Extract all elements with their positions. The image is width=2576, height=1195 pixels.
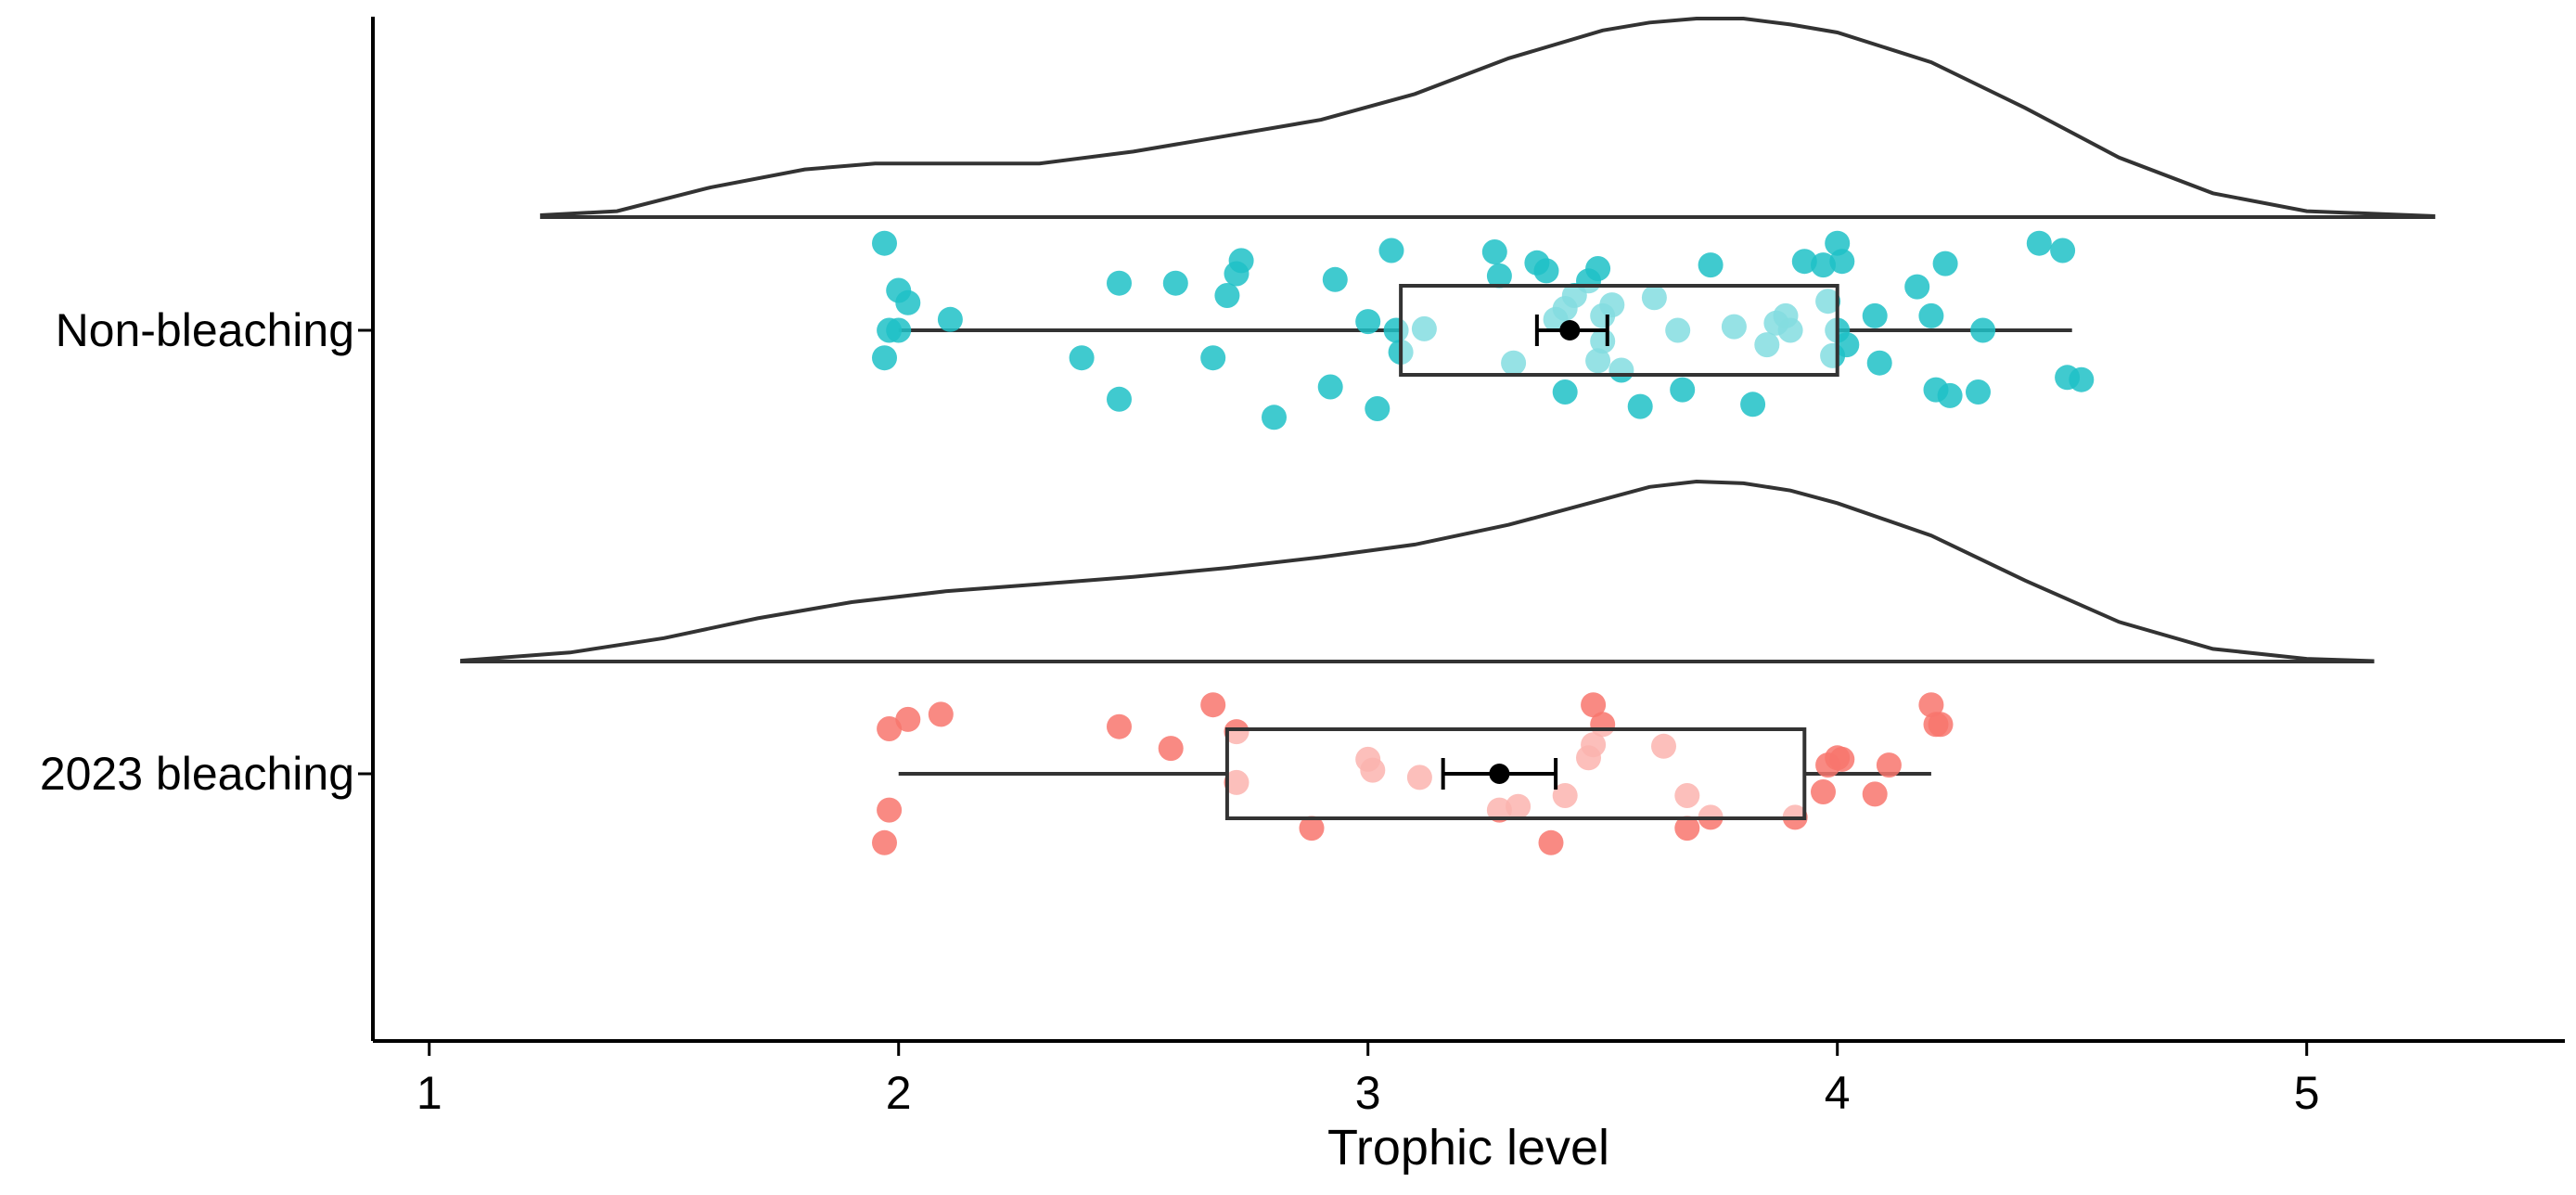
data-point-non-bleaching [1811,252,1836,278]
data-point-non-bleaching [886,317,912,343]
x-tick-label: 4 [1825,1067,1851,1119]
data-point-non-bleaching [1214,283,1240,308]
data-point-2023-bleaching [1811,779,1836,804]
data-point-2023-bleaching [1158,736,1184,762]
data-point-2023-bleaching [1581,732,1607,758]
data-point-non-bleaching [1228,248,1254,274]
x-tick-label: 5 [2294,1067,2320,1119]
plot-area [460,17,2436,855]
data-point-non-bleaching [1552,379,1578,405]
data-point-non-bleaching [1317,374,1343,400]
data-point-2023-bleaching [1876,752,1902,778]
data-point-non-bleaching [1904,274,1930,300]
data-point-non-bleaching [1069,345,1095,371]
data-point-non-bleaching [1665,317,1691,343]
data-point-non-bleaching [1721,314,1747,340]
data-point-non-bleaching [1355,309,1381,335]
data-point-non-bleaching [1585,348,1611,374]
data-point-non-bleaching [1698,252,1724,278]
x-axis-title: Trophic level [1327,1120,1609,1176]
data-point-non-bleaching [937,306,963,332]
data-point-2023-bleaching [1918,692,1944,718]
data-point-non-bleaching [872,345,897,371]
data-point-non-bleaching [1107,386,1132,412]
data-point-2023-bleaching [1299,816,1325,842]
data-point-non-bleaching [1966,379,1991,405]
data-point-non-bleaching [1866,350,1892,376]
data-point-non-bleaching [1862,302,1888,328]
data-point-non-bleaching [2050,238,2076,263]
data-point-non-bleaching [1740,392,1766,418]
data-point-non-bleaching [1365,396,1391,421]
data-point-non-bleaching [1791,249,1817,275]
data-point-non-bleaching [1599,292,1625,318]
data-point-non-bleaching [1777,317,1803,343]
mean-point-2023-bleaching [1489,764,1510,784]
data-point-2023-bleaching [1486,797,1512,823]
x-tick-label: 1 [417,1067,442,1119]
data-point-non-bleaching [1585,256,1611,281]
y-tick-label-2023-bleaching: 2023 bleaching [40,748,354,800]
data-point-2023-bleaching [1360,757,1386,783]
data-point-non-bleaching [1481,239,1507,264]
data-point-non-bleaching [1501,350,1527,376]
data-point-non-bleaching [1815,289,1841,315]
data-point-2023-bleaching [1538,829,1564,855]
data-point-2023-bleaching [1552,783,1578,808]
y-axis-ticks: Non-bleaching 2023 bleaching [40,304,373,800]
data-point-non-bleaching [1754,332,1780,358]
density-curve-2023-bleaching [460,479,2375,663]
data-point-2023-bleaching [1224,769,1250,795]
data-point-2023-bleaching [1581,692,1607,718]
data-point-non-bleaching [872,230,897,256]
data-point-non-bleaching [1641,285,1667,311]
data-point-2023-bleaching [1829,746,1855,772]
data-point-non-bleaching [2026,230,2052,256]
data-point-2023-bleaching [1651,733,1676,759]
box-non-bleaching [1399,284,1839,377]
data-point-2023-bleaching [1928,712,1954,738]
x-tick-label: 3 [1355,1067,1381,1119]
data-point-non-bleaching [1670,377,1696,403]
data-point-non-bleaching [1378,238,1404,263]
data-point-2023-bleaching [895,706,921,732]
density-curve-non-bleaching [540,17,2436,219]
x-tick-label: 2 [886,1067,912,1119]
x-axis-ticks: 1 2 3 4 5 [417,1041,2320,1119]
data-point-2023-bleaching [928,701,954,727]
data-point-2023-bleaching [1674,783,1700,808]
data-point-non-bleaching [1829,249,1855,275]
data-point-non-bleaching [2069,366,2095,392]
data-point-2023-bleaching [1506,793,1532,819]
data-point-non-bleaching [895,289,921,315]
data-point-2023-bleaching [1406,765,1432,790]
data-point-non-bleaching [1970,317,1996,343]
box-fill-non-bleaching [1401,286,1838,375]
data-point-non-bleaching [1937,382,1963,408]
data-point-non-bleaching [1627,393,1653,419]
data-point-2023-bleaching [877,716,903,741]
data-point-non-bleaching [1932,251,1958,276]
data-point-2023-bleaching [1224,719,1250,745]
data-point-non-bleaching [1322,266,1348,292]
data-point-non-bleaching [1533,258,1559,284]
data-point-2023-bleaching [1862,781,1888,807]
data-point-2023-bleaching [872,829,897,855]
data-point-non-bleaching [1162,270,1188,296]
y-tick-label-non-bleaching: Non-bleaching [56,304,354,356]
data-point-non-bleaching [1107,270,1132,296]
data-point-non-bleaching [1918,302,1944,328]
data-point-2023-bleaching [1674,816,1700,842]
data-point-2023-bleaching [877,797,903,823]
mean-point-non-bleaching [1559,320,1581,341]
data-point-non-bleaching [1486,263,1512,289]
data-point-non-bleaching [1200,345,1226,371]
data-point-2023-bleaching [1107,713,1132,739]
data-point-2023-bleaching [1200,692,1226,718]
data-point-non-bleaching [1411,315,1437,341]
data-point-non-bleaching [1262,405,1287,430]
box-2023-bleaching [1224,727,1807,820]
